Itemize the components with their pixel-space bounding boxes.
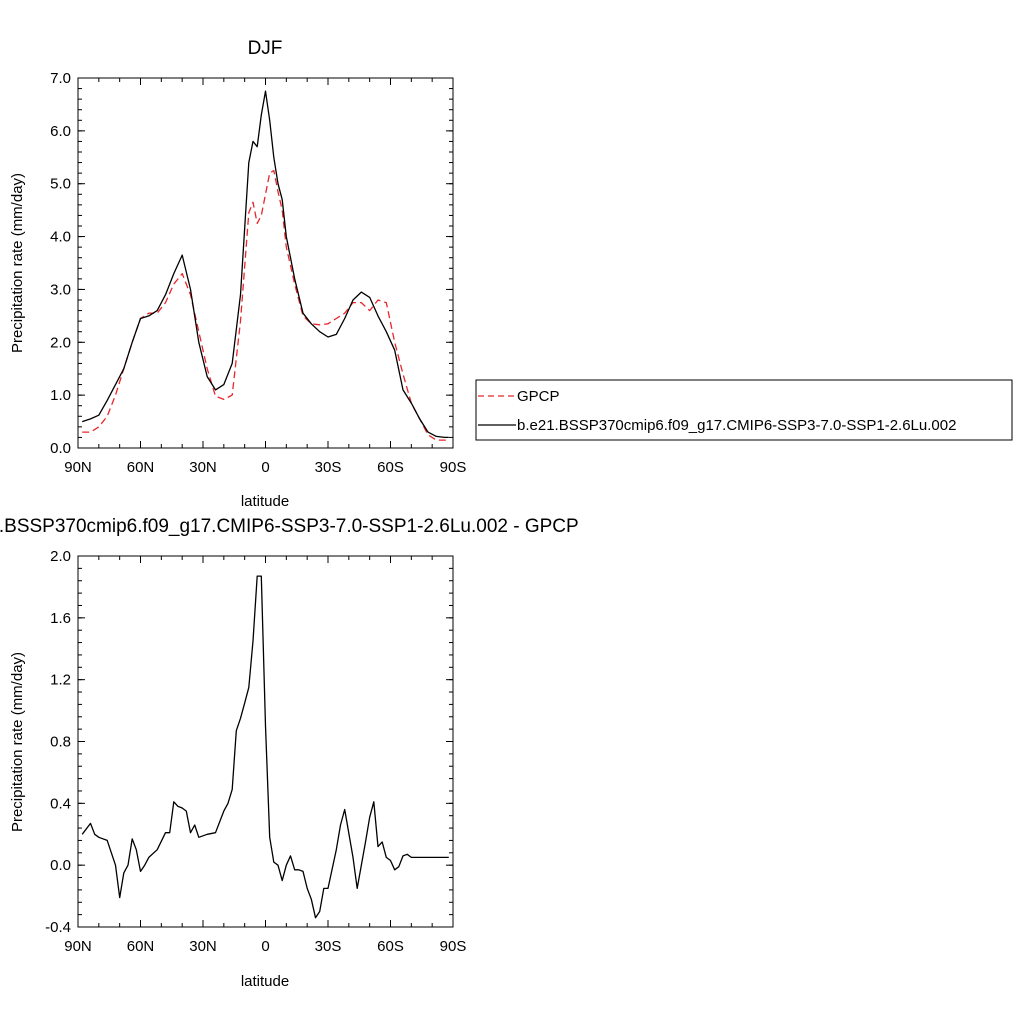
y-tick-label: 5.0 <box>50 176 71 193</box>
y-axis-label: Precipitation rate (mm/day) <box>9 652 26 832</box>
y-tick-label: -0.4 <box>45 919 71 936</box>
y-tick-label: 0.4 <box>50 795 71 812</box>
y-tick-label: 0.8 <box>50 734 71 751</box>
legend-label-gpcp: GPCP <box>517 388 560 405</box>
x-tick-label: 60S <box>377 938 404 955</box>
bottom-chart: b.e21.BSSP370cmip6.f09_g17.CMIP6-SSP3-7.… <box>0 516 579 990</box>
y-tick-label: 2.0 <box>50 548 71 565</box>
y-tick-label: 1.2 <box>50 672 71 689</box>
y-tick-label: 7.0 <box>50 70 71 87</box>
gpcp-line <box>82 169 449 441</box>
x-tick-label: 60N <box>127 938 155 955</box>
plot-frame <box>77 77 454 449</box>
x-tick-label: 30N <box>189 938 217 955</box>
x-tick-label: 90N <box>64 938 92 955</box>
chart-title: DJF <box>248 38 283 59</box>
y-tick-label: 0.0 <box>50 440 71 457</box>
x-tick-label: 90N <box>64 459 92 476</box>
y-tick-label: 0.0 <box>50 857 71 874</box>
x-tick-label: 90S <box>440 938 467 955</box>
x-axis-label: latitude <box>241 973 289 990</box>
model-line <box>81 90 449 439</box>
x-tick-label: 0 <box>261 938 269 955</box>
top-chart: DJF 90N 60N 30N 0 30S 60S 90S 0.0 1.0 2.0 3.0 4.0 5.… <box>9 38 466 510</box>
legend-box <box>475 379 1013 441</box>
x-tick-label: 0 <box>261 459 269 476</box>
model-line <box>81 575 449 919</box>
legend-label-model: b.e21.BSSP370cmip6.f09_g17.CMIP6-SSP3-7.… <box>517 417 956 434</box>
x-tick-label: 60S <box>377 459 404 476</box>
y-tick-label: 1.6 <box>50 610 71 627</box>
x-tick-label: 30S <box>315 459 342 476</box>
x-tick-label: 90S <box>440 459 467 476</box>
x-tick-label: 30N <box>189 459 217 476</box>
x-axis-label: latitude <box>241 493 289 510</box>
x-tick-label: 30S <box>315 938 342 955</box>
y-tick-label: 4.0 <box>50 229 71 246</box>
y-axis-label: Precipitation rate (mm/day) <box>9 173 26 353</box>
legend: GPCP b.e21.BSSP370cmip6.f09_g17.CMIP6-SS… <box>475 379 1013 441</box>
y-tick-label: 1.0 <box>50 387 71 404</box>
x-tick-label: 60N <box>127 459 155 476</box>
y-tick-label: 6.0 <box>50 123 71 140</box>
y-tick-label: 3.0 <box>50 281 71 298</box>
chart-title: b.e21.BSSP370cmip6.f09_g17.CMIP6-SSP3-7.… <box>0 516 579 537</box>
y-tick-label: 2.0 <box>50 334 71 351</box>
